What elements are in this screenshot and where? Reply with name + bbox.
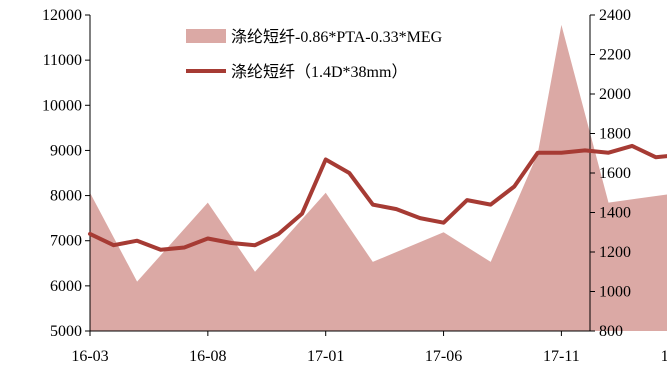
line-point xyxy=(394,207,398,211)
line-point xyxy=(347,171,351,175)
x-tick-label: 17-06 xyxy=(425,348,462,365)
left-tick-label: 5000 xyxy=(50,323,82,340)
line-point xyxy=(135,239,139,243)
area-series xyxy=(90,24,667,331)
line-point xyxy=(277,232,281,236)
line-point xyxy=(559,151,563,155)
line-point xyxy=(442,221,446,225)
line-point xyxy=(159,248,163,252)
line-point xyxy=(654,155,658,159)
line-point xyxy=(536,151,540,155)
right-tick-label: 2000 xyxy=(599,86,631,103)
x-tick-label: 16-08 xyxy=(189,348,226,365)
line-point xyxy=(512,185,516,188)
line-point xyxy=(300,212,304,216)
left-tick-label: 9000 xyxy=(50,142,82,159)
line-point xyxy=(182,246,186,249)
area-series-shape xyxy=(90,24,667,331)
right-tick-label: 1800 xyxy=(599,126,631,143)
line-point xyxy=(630,144,634,148)
axes: 5000 6000 7000 8000 9000 10000 11000 12000 800 10… xyxy=(42,7,667,365)
left-tick-label: 12000 xyxy=(42,7,82,24)
line-point xyxy=(583,148,587,152)
line-point xyxy=(229,241,233,245)
line-point xyxy=(112,243,116,247)
line-point xyxy=(607,151,610,155)
x-tick-label: 18-04 xyxy=(661,348,667,365)
right-tick-label: 2200 xyxy=(599,47,631,64)
line-point xyxy=(206,237,210,240)
legend: 涤纶短纤-0.86*PTA-0.33*MEG 涤纶短纤（1.4D*38mm） xyxy=(186,28,443,81)
line-point xyxy=(88,232,92,236)
x-tick-label: 17-01 xyxy=(307,348,344,365)
right-tick-label: 1600 xyxy=(599,165,631,182)
legend-label-line: 涤纶短纤（1.4D*38mm） xyxy=(231,63,407,81)
legend-label-area: 涤纶短纤-0.86*PTA-0.33*MEG xyxy=(231,28,443,46)
right-tick-label: 1400 xyxy=(599,205,631,222)
line-point xyxy=(418,216,422,220)
x-tick-label: 17-11 xyxy=(543,348,580,365)
left-tick-label: 8000 xyxy=(50,188,82,205)
x-tick-label: 16-03 xyxy=(71,348,108,365)
right-tick-label: 800 xyxy=(599,323,623,340)
line-point xyxy=(324,158,328,161)
legend-swatch-area xyxy=(186,29,226,43)
line-point xyxy=(371,203,375,207)
line-series xyxy=(88,143,667,252)
line-point xyxy=(489,203,493,207)
left-tick-label: 6000 xyxy=(50,278,82,295)
right-tick-label: 1200 xyxy=(599,244,631,261)
left-tick-label: 7000 xyxy=(50,233,82,250)
line-point xyxy=(465,198,469,202)
line-point xyxy=(253,243,257,247)
right-tick-label: 2400 xyxy=(599,7,631,24)
left-tick-label: 11000 xyxy=(43,52,82,69)
left-tick-label: 10000 xyxy=(42,97,82,114)
right-tick-label: 1000 xyxy=(599,284,631,301)
